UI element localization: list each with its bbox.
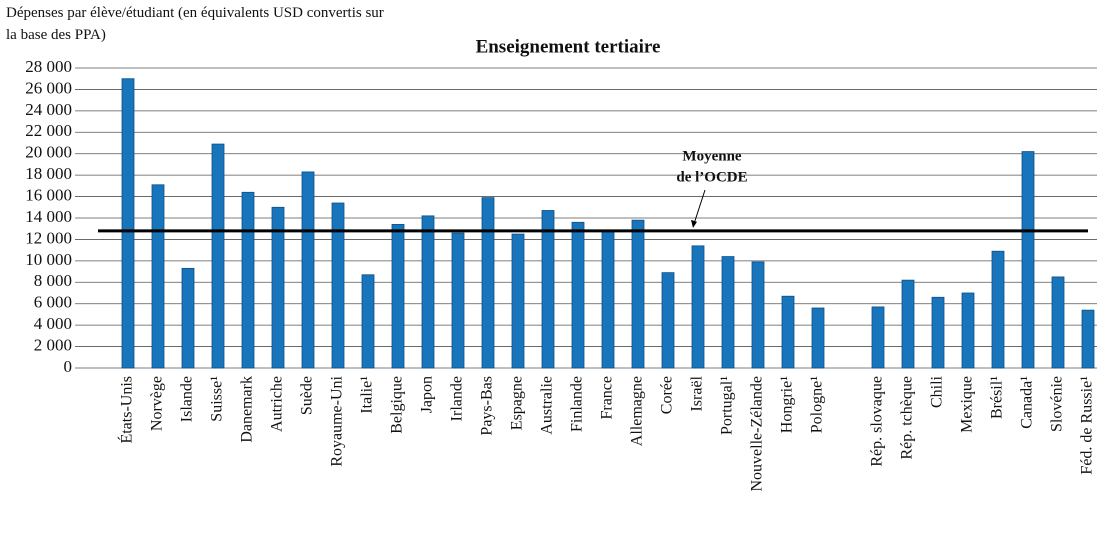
bar (421, 215, 435, 369)
bar (571, 221, 585, 369)
bar (541, 210, 555, 369)
y-tick-label: 6 000 (34, 293, 72, 312)
y-tick-label: 20 000 (25, 143, 72, 162)
x-tick-label: Hongrie¹ (779, 376, 796, 433)
y-tick-label: 12 000 (25, 228, 72, 247)
bar (931, 296, 945, 369)
x-tick-label: Pologne¹ (809, 376, 826, 433)
x-tick-label: Féd. de Russie¹ (1079, 376, 1096, 475)
y-tick-label: 2 000 (34, 335, 72, 354)
x-tick-label: États-Unis (117, 376, 136, 444)
y-tick-label: 14 000 (25, 207, 72, 226)
bar (661, 272, 675, 369)
bar (301, 171, 315, 369)
bar (721, 256, 735, 369)
x-tick-label: Royaume-Uni (329, 375, 346, 466)
y-tick-label: 24 000 (25, 100, 72, 119)
bar (901, 279, 915, 369)
bar (691, 245, 705, 369)
bar (781, 295, 795, 369)
bar (151, 184, 165, 369)
x-tick-label: Pays-Bas (479, 376, 496, 436)
x-tick-label: Rép. tchèque (899, 376, 916, 460)
bar (121, 78, 135, 369)
x-tick-label: Nouvelle-Zélande (749, 376, 766, 492)
y-tick-label: 4 000 (34, 314, 72, 333)
bar (241, 191, 255, 369)
x-tick-label: Mexique (959, 376, 976, 433)
x-tick-label: Slovénie (1049, 376, 1066, 432)
x-tick-label: Finlande (569, 376, 586, 432)
bar (361, 274, 375, 369)
x-tick-label: Israël (689, 375, 706, 411)
x-tick-label: Australie (539, 376, 556, 435)
bar (1081, 309, 1095, 369)
bar (331, 202, 345, 369)
bar (1051, 276, 1065, 369)
y-tick-label: 28 000 (25, 57, 72, 76)
y-tick-label: 16 000 (25, 185, 72, 204)
x-tick-label: Japon (419, 376, 436, 413)
bar (751, 261, 765, 369)
bar (391, 224, 405, 369)
bar (511, 233, 525, 369)
x-tick-label: Corée (659, 376, 676, 414)
x-tick-label: Canada¹ (1019, 376, 1036, 429)
y-tick-label: 22 000 (25, 121, 72, 140)
x-tick-label: Belgique (389, 376, 406, 434)
y-tick-label: 10 000 (25, 250, 72, 269)
x-tick-label: Chili (929, 375, 946, 408)
x-tick-label: Irlande (449, 376, 466, 421)
x-tick-label: Italie¹ (359, 376, 376, 414)
annotation-arrow (692, 189, 706, 228)
bar (991, 250, 1005, 369)
bar (601, 230, 615, 369)
y-tick-label: 8 000 (34, 271, 72, 290)
bar (181, 267, 195, 369)
x-tick-label: Espagne (509, 376, 526, 430)
y-axis-label: Dépenses par élève/étudiant (en équivale… (6, 5, 384, 43)
x-tick-label: Suède (299, 376, 316, 415)
y-tick-label: 0 (64, 357, 73, 376)
x-tick-label: Autriche (269, 376, 286, 432)
x-tick-label: Norvège (149, 376, 166, 431)
x-tick-label: Danemark (239, 376, 256, 443)
x-tick-label: Rép. slovaque (869, 376, 886, 467)
bar (1021, 151, 1035, 369)
bar (451, 232, 465, 369)
bar (871, 306, 885, 369)
x-tick-label: Suisse¹ (209, 376, 226, 422)
bar (631, 219, 645, 369)
x-tick-label: Allemagne (629, 376, 646, 446)
y-tick-label: 18 000 (25, 164, 72, 183)
annotation: Moyenne (682, 148, 742, 164)
x-tick-label: Brésil¹ (989, 376, 1006, 419)
bar (811, 307, 825, 369)
bar (481, 197, 495, 369)
x-tick-label: France (599, 376, 616, 420)
x-tick-label: Portugal¹ (719, 376, 736, 435)
x-tick-label: Islande (179, 376, 196, 422)
bar (211, 143, 225, 369)
annotation: de l’OCDE (676, 169, 747, 185)
bar (961, 292, 975, 369)
chart-title: Enseignement tertiaire (476, 36, 661, 57)
bar (271, 206, 285, 369)
annotation-arrowhead (691, 219, 697, 228)
y-tick-label: 26 000 (25, 78, 72, 97)
